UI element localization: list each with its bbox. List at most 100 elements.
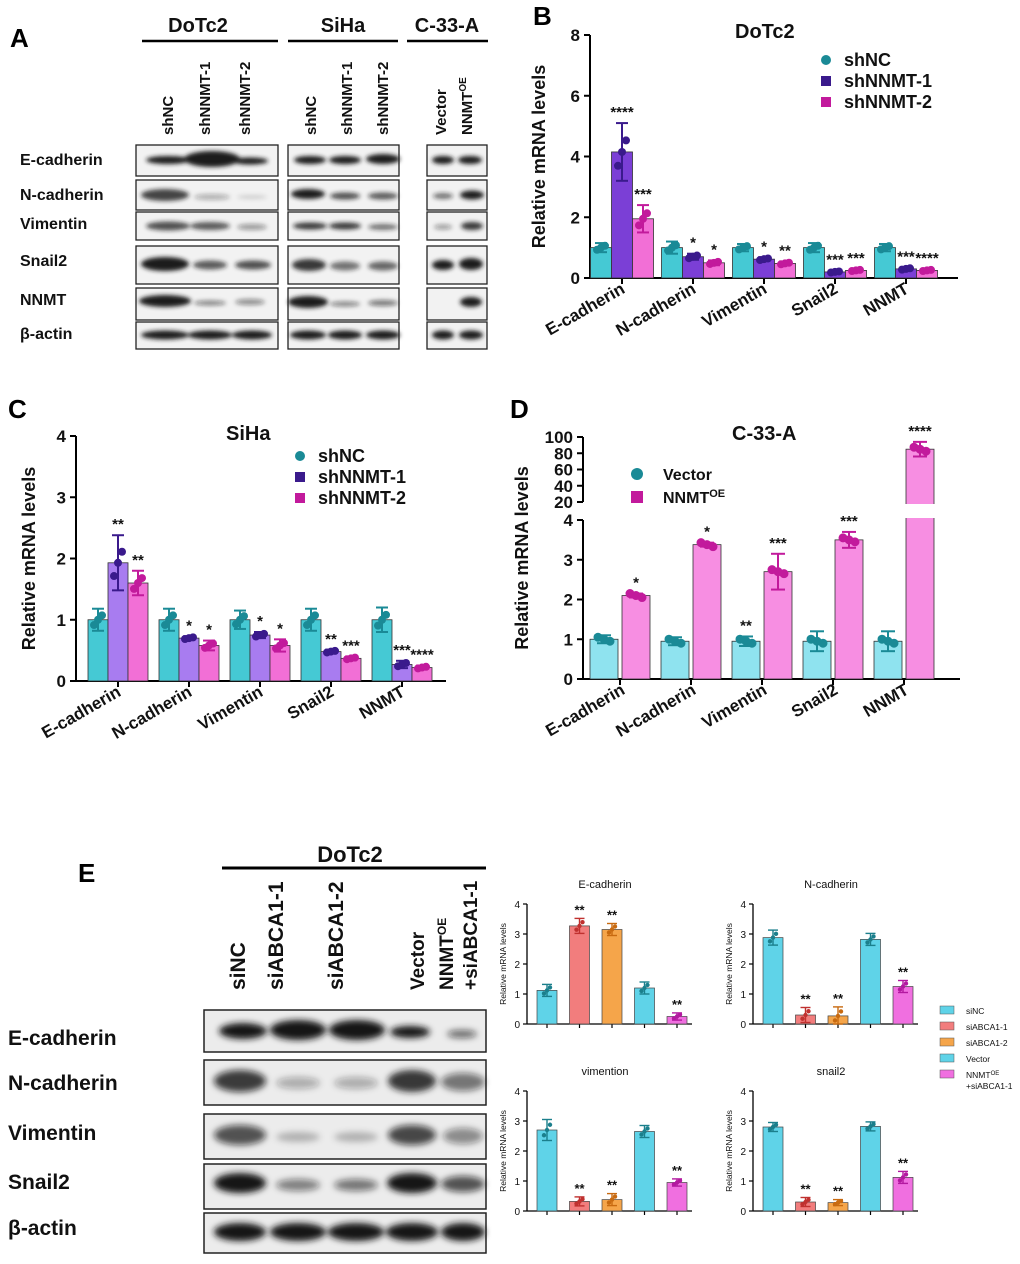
y-tick-label: 2: [571, 208, 580, 227]
y-tick-label: 3: [514, 930, 520, 941]
y-tick-label: 4: [514, 900, 520, 911]
data-point: [541, 991, 547, 996]
data-point: [138, 574, 146, 583]
data-point: [764, 254, 772, 263]
y-tick-label: 4: [57, 427, 67, 446]
legend-label: siABCA1-1: [966, 1022, 1008, 1032]
chart-title: E-cadherin: [578, 879, 631, 891]
data-point: [351, 653, 359, 662]
x-tick-label: NNMT: [356, 682, 409, 723]
legend-label: Vector: [966, 1054, 990, 1064]
chart-title: N-cadherin: [804, 879, 858, 891]
lane-label: siNC: [227, 942, 250, 990]
data-point: [642, 985, 647, 991]
data-point: [803, 1012, 808, 1018]
data-point: [601, 241, 609, 250]
lane-label: shNNMT-2: [375, 62, 392, 135]
y-tick-label: 0: [57, 672, 66, 691]
data-point: [544, 988, 550, 993]
bar: [589, 638, 619, 680]
lane-label: siABCA1-1: [265, 881, 288, 990]
significance-label: **: [833, 991, 844, 1006]
protein-label: Vimentin: [20, 216, 87, 233]
legend-label: +siABCA1-1: [966, 1081, 1013, 1091]
data-point: [544, 1127, 550, 1133]
x-tick-label: Snail2: [284, 682, 337, 724]
data-point: [541, 1133, 547, 1138]
significance-label: ****: [915, 250, 939, 267]
lane-label: shNNMT-1: [339, 62, 356, 135]
data-point: [838, 1009, 844, 1014]
legend-label: NNMTOE: [966, 1070, 999, 1080]
panel-label-d: D: [510, 394, 529, 424]
data-point: [118, 547, 126, 556]
x-tick-label: Snail2: [788, 680, 841, 722]
data-point: [609, 1197, 615, 1202]
protein-label: N-cadherin: [8, 1072, 118, 1095]
data-point: [580, 919, 585, 925]
y-tick-label: 1: [564, 630, 573, 649]
protein-label: E-cadherin: [20, 152, 103, 169]
protein-label: E-cadherin: [8, 1027, 117, 1050]
data-point: [835, 1013, 841, 1019]
panel-label-e: E: [78, 858, 95, 888]
cell-line-siha: SiHa: [321, 15, 366, 37]
bar: [763, 571, 793, 680]
legend-label: shNC: [844, 50, 891, 70]
y-tick-label: 3: [740, 930, 746, 941]
data-point: [773, 1122, 779, 1127]
significance-label: ***: [826, 252, 844, 269]
data-point: [622, 136, 630, 145]
significance-label: **: [740, 617, 752, 634]
chart-title: DoTc2: [735, 21, 795, 43]
bar: [127, 582, 149, 682]
bar: [905, 448, 935, 680]
data-point: [743, 242, 751, 251]
x-tick-label: NNMT: [860, 680, 913, 721]
significance-label: *: [704, 524, 710, 541]
legend-swatch: [939, 1005, 955, 1015]
data-point: [422, 662, 430, 671]
y-tick-label: 40: [554, 477, 573, 496]
y-tick-label: 2: [514, 1147, 520, 1158]
data-point: [643, 209, 651, 218]
x-tick-label: E-cadherin: [542, 680, 628, 740]
legend-label: NNMTOE: [663, 488, 725, 507]
data-point: [818, 638, 828, 648]
data-point: [547, 985, 553, 990]
data-point: [903, 1172, 909, 1177]
bar: [249, 634, 271, 682]
data-point: [889, 638, 899, 648]
data-point: [708, 542, 718, 552]
bar: [536, 1129, 558, 1212]
data-point: [832, 1018, 838, 1023]
data-point: [865, 940, 870, 945]
data-point: [803, 1199, 808, 1205]
y-tick-label: 1: [740, 990, 746, 1001]
data-point: [605, 636, 615, 646]
protein-label: N-cadherin: [20, 187, 104, 204]
bar: [731, 640, 761, 680]
significance-label: *: [711, 241, 717, 258]
data-point: [618, 147, 626, 156]
data-point: [574, 1201, 579, 1206]
bar: [569, 925, 590, 1025]
protein-label: β-actin: [8, 1217, 77, 1240]
data-point: [612, 924, 618, 929]
legend-label: Vector: [663, 467, 712, 484]
x-tick-label: N-cadherin: [613, 680, 699, 741]
data-point: [838, 1198, 844, 1204]
y-tick-label: 4: [514, 1087, 520, 1098]
significance-label: ***: [393, 642, 411, 659]
chart-title: snail2: [817, 1066, 846, 1078]
y-tick-label: 3: [564, 551, 573, 570]
legend-marker: [295, 472, 305, 482]
y-axis-label: Relative mRNA levels: [498, 923, 508, 1005]
data-point: [639, 214, 647, 223]
data-point: [639, 1132, 644, 1137]
significance-label: ***: [342, 638, 360, 655]
y-tick-label: 0: [514, 1020, 520, 1031]
significance-label: **: [607, 1178, 618, 1193]
